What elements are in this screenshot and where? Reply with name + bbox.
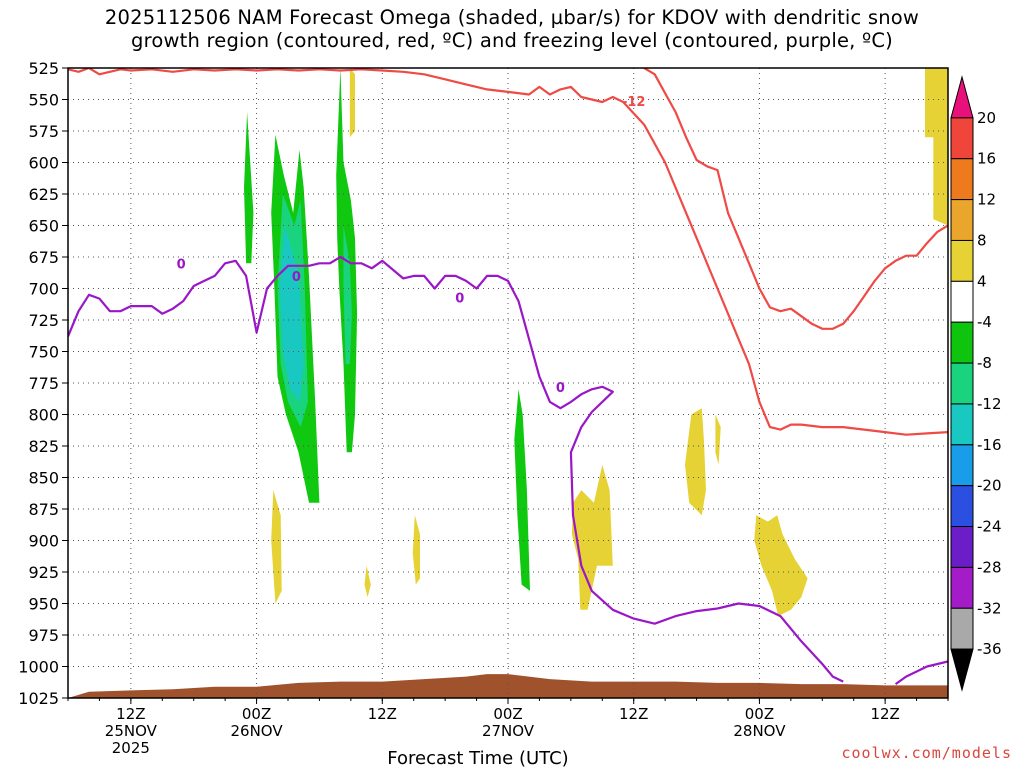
y-tick-label: 875 (28, 500, 59, 519)
colorbar-swatch (950, 485, 974, 528)
y-tick-label: 1025 (18, 689, 59, 708)
x-tick-label: 28NOV (733, 722, 786, 740)
omega-shaded-region (271, 490, 282, 604)
colorbar-label: -36 (977, 640, 1002, 658)
colorbar-label: -8 (977, 354, 992, 372)
x-tick-label: 12Z (368, 705, 397, 723)
dgz-contour-line (643, 68, 948, 330)
terrain-fill (68, 674, 948, 698)
colorbar-label: -28 (977, 558, 1002, 576)
y-tick-label: 825 (28, 437, 59, 456)
x-tick-label: 27NOV (482, 722, 535, 740)
x-tick-label: 00Z (745, 705, 774, 723)
colorbar-label: -20 (977, 477, 1002, 495)
y-tick-label: 975 (28, 626, 59, 645)
colorbar-label: -12 (977, 395, 1002, 413)
chart-title: 2025112506 NAM Forecast Omega (shaded, µ… (0, 6, 1024, 52)
omega-shaded-region (412, 515, 420, 585)
y-tick-label: 525 (28, 59, 59, 78)
y-tick-label: 650 (28, 217, 59, 236)
x-tick-label: 12Z (116, 705, 145, 723)
colorbar-swatch (950, 280, 974, 323)
colorbar-label: -24 (977, 518, 1002, 536)
contour-label: 0 (177, 257, 186, 272)
site-credit[interactable]: coolwx.com/models (841, 744, 1012, 762)
omega-shaded-region (571, 464, 613, 610)
y-tick-label: 750 (28, 343, 59, 362)
y-tick-label: 575 (28, 122, 59, 141)
colorbar-swatch (950, 239, 974, 282)
grid (68, 68, 948, 698)
y-tick-label: 800 (28, 406, 59, 425)
colorbar-swatch (950, 607, 974, 650)
colorbar-swatch (950, 403, 974, 446)
y-tick-label: 725 (28, 311, 59, 330)
colorbar-swatch (950, 158, 974, 201)
colorbar-label: 8 (977, 231, 987, 249)
y-tick-label: 925 (28, 563, 59, 582)
chart-title-line-1: 2025112506 NAM Forecast Omega (shaded, µ… (104, 6, 920, 29)
colorbar-swatch (950, 321, 974, 364)
contour-label: -12 (622, 95, 646, 110)
y-tick-label: 775 (28, 374, 59, 393)
x-tick-label: 12Z (870, 705, 899, 723)
omega-shaded-region (514, 389, 530, 591)
x-axis-title: Forecast Time (UTC) (387, 748, 568, 768)
x-tick-label: 00Z (493, 705, 522, 723)
freezing-level-contour-line (894, 660, 948, 685)
colorbar-top-arrow (950, 75, 974, 119)
dgz-contour-line (68, 68, 948, 436)
y-tick-label: 950 (28, 595, 59, 614)
contour-label: 0 (556, 381, 565, 396)
colorbar-swatch (950, 199, 974, 241)
colorbar-swatch (950, 566, 974, 609)
colorbar-label: 20 (977, 109, 996, 127)
y-tick-label: 900 (28, 532, 59, 551)
omega-shaded-region (685, 408, 706, 516)
x-tick-label: 2025 (112, 739, 150, 757)
omega-shaded-region (925, 68, 948, 226)
colorbar-label: 16 (977, 150, 996, 168)
x-tick-label: 12Z (619, 705, 648, 723)
colorbar-label: -32 (977, 599, 1002, 617)
colorbar-swatch (950, 526, 974, 568)
y-tick-label: 625 (28, 185, 59, 204)
freezing-level-contour-line (68, 255, 844, 683)
colorbar-label: 4 (977, 272, 987, 290)
x-tick-label: 25NOV (105, 722, 158, 740)
colorbar-swatch (950, 444, 974, 487)
x-tick-label: 26NOV (231, 722, 284, 740)
colorbar-swatch (950, 117, 974, 160)
x-tick-label: 00Z (242, 705, 271, 723)
y-tick-label: 675 (28, 248, 59, 267)
plot-area: -12 0 0 0 0 (68, 68, 948, 698)
y-tick-label: 700 (28, 280, 59, 299)
colorbar-label: 12 (977, 191, 996, 209)
omega-shaded-region (349, 68, 355, 138)
omega-shaded-region (244, 112, 254, 264)
omega-shaded-region (754, 515, 808, 617)
y-tick-label: 600 (28, 154, 59, 173)
colorbar-label: -4 (977, 313, 992, 331)
y-tick-label: 550 (28, 91, 59, 110)
omega-shaded-region (364, 565, 371, 598)
colorbar-label: -16 (977, 436, 1002, 454)
omega-shaded-region (715, 414, 721, 465)
colorbar: 20 16 12 8 4 -4 -8 -12 -16 -20 -24 -28 -32 -36 (950, 75, 1002, 692)
colorbar-bottom-arrow (950, 648, 974, 692)
chart-title-line-2: growth region (contoured, red, ºC) and f… (131, 29, 893, 52)
y-tick-label: 850 (28, 469, 59, 488)
colorbar-swatch (950, 362, 974, 405)
y-tick-label: 1000 (18, 658, 59, 677)
contour-label: 0 (455, 291, 464, 306)
contour-label: 0 (292, 270, 301, 285)
